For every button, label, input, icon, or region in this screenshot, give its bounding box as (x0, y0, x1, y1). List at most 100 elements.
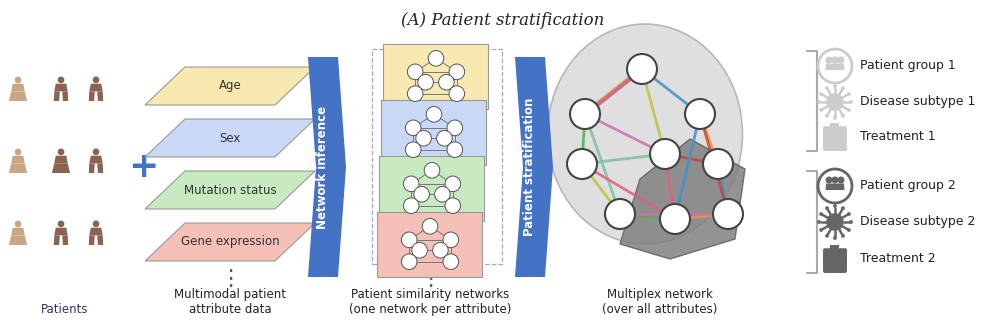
Circle shape (57, 76, 64, 83)
Text: Patient group 1: Patient group 1 (860, 59, 956, 72)
Circle shape (93, 220, 100, 227)
Polygon shape (620, 139, 745, 259)
Polygon shape (11, 228, 25, 235)
Circle shape (423, 218, 438, 234)
Circle shape (650, 139, 680, 169)
Text: Network inference: Network inference (317, 106, 330, 228)
Polygon shape (11, 84, 25, 92)
Text: Age: Age (218, 79, 241, 93)
Text: Patients: Patients (41, 303, 89, 316)
Circle shape (405, 120, 421, 136)
Polygon shape (145, 171, 315, 209)
Polygon shape (832, 63, 838, 70)
Circle shape (415, 131, 432, 146)
Circle shape (841, 234, 845, 238)
Circle shape (847, 228, 851, 232)
Circle shape (847, 92, 851, 96)
FancyBboxPatch shape (383, 43, 489, 109)
Polygon shape (53, 235, 59, 245)
Circle shape (825, 206, 829, 210)
Text: Treatment 2: Treatment 2 (860, 252, 936, 265)
Circle shape (570, 99, 600, 129)
Circle shape (833, 204, 837, 208)
Circle shape (401, 254, 417, 270)
Circle shape (425, 163, 440, 178)
Ellipse shape (547, 24, 742, 244)
Polygon shape (89, 235, 95, 245)
Circle shape (413, 186, 430, 202)
Polygon shape (54, 156, 67, 163)
Circle shape (449, 86, 465, 102)
Polygon shape (145, 67, 315, 105)
Text: Patient group 2: Patient group 2 (860, 179, 956, 192)
Polygon shape (831, 245, 839, 250)
Polygon shape (826, 63, 833, 70)
Circle shape (838, 176, 844, 183)
Circle shape (15, 76, 21, 83)
Circle shape (841, 114, 845, 118)
Circle shape (15, 220, 21, 227)
Circle shape (847, 212, 851, 216)
Circle shape (685, 99, 715, 129)
Circle shape (819, 228, 823, 232)
Circle shape (826, 213, 844, 231)
Polygon shape (9, 235, 27, 245)
Circle shape (833, 84, 837, 88)
Circle shape (445, 198, 461, 213)
Polygon shape (832, 183, 838, 190)
Circle shape (832, 56, 838, 63)
Circle shape (841, 206, 845, 210)
Circle shape (838, 56, 844, 63)
Polygon shape (98, 235, 104, 245)
FancyBboxPatch shape (381, 100, 487, 165)
Polygon shape (90, 84, 103, 92)
Text: ⋮: ⋮ (219, 269, 241, 289)
Circle shape (819, 108, 823, 112)
Text: Multimodal patient
attribute data: Multimodal patient attribute data (174, 288, 286, 316)
Circle shape (447, 120, 463, 136)
Polygon shape (9, 163, 27, 173)
Text: ⋮: ⋮ (418, 269, 441, 289)
Circle shape (447, 142, 463, 157)
Circle shape (825, 86, 829, 90)
Circle shape (826, 176, 833, 183)
Circle shape (411, 242, 428, 258)
Circle shape (401, 232, 417, 247)
Polygon shape (145, 223, 315, 261)
Circle shape (417, 74, 434, 90)
Polygon shape (52, 163, 70, 173)
Circle shape (832, 176, 838, 183)
Circle shape (833, 116, 837, 120)
Circle shape (435, 186, 451, 202)
Circle shape (826, 56, 833, 63)
Text: Mutation status: Mutation status (184, 183, 277, 196)
Circle shape (443, 232, 459, 247)
Text: Multiplex network
(over all attributes): Multiplex network (over all attributes) (603, 288, 717, 316)
Circle shape (449, 64, 465, 79)
Circle shape (713, 199, 743, 229)
Text: (A) Patient stratification: (A) Patient stratification (401, 12, 605, 29)
Circle shape (627, 54, 657, 84)
Circle shape (849, 100, 853, 104)
Text: Treatment 1: Treatment 1 (860, 130, 936, 143)
Text: Patient stratification: Patient stratification (523, 98, 536, 236)
Circle shape (825, 234, 829, 238)
Polygon shape (515, 57, 553, 277)
Circle shape (405, 142, 421, 157)
Circle shape (93, 76, 100, 83)
Polygon shape (89, 163, 95, 173)
Circle shape (445, 176, 461, 192)
Polygon shape (90, 228, 103, 235)
Polygon shape (11, 156, 25, 163)
Polygon shape (831, 123, 839, 128)
Polygon shape (54, 228, 67, 235)
Circle shape (407, 86, 423, 102)
Circle shape (437, 131, 453, 146)
Circle shape (429, 50, 444, 66)
Circle shape (819, 92, 823, 96)
Polygon shape (145, 119, 315, 157)
Circle shape (841, 86, 845, 90)
Circle shape (57, 220, 64, 227)
Circle shape (660, 204, 690, 234)
Circle shape (605, 199, 635, 229)
